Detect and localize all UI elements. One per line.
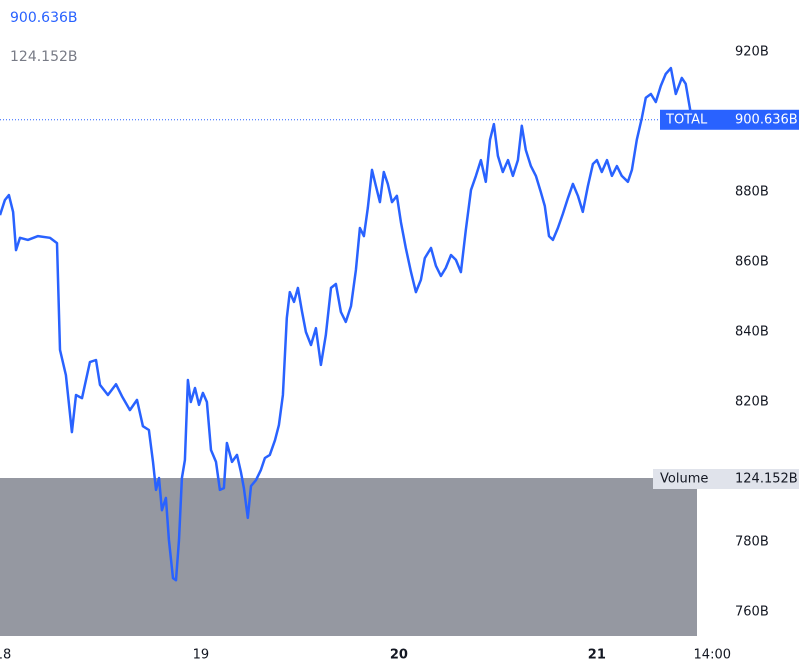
volume-legend-value: 124.152B: [10, 49, 78, 65]
y-tick-label: 920B: [735, 44, 769, 59]
y-tick-label: 880B: [735, 184, 769, 199]
y-tick-label: 780B: [735, 535, 769, 550]
plot: [0, 66, 697, 582]
x-tick-label: 14:00: [694, 648, 731, 661]
price-tag-name: TOTAL: [665, 112, 708, 127]
y-tick-label: 820B: [735, 395, 769, 410]
volume-tag: [653, 469, 799, 489]
volume-pane: [0, 478, 697, 636]
y-tick-label: 860B: [735, 254, 769, 269]
x-tick-label: 18: [0, 648, 11, 661]
volume-tag-name: Volume: [660, 472, 708, 487]
axes: 760B 780B 820B 840B 860B 880B 920B 18 19 20 21 14:0…: [0, 44, 799, 661]
price-tag: [660, 109, 799, 130]
volume-tag-value: 124.152B: [735, 472, 798, 487]
y-tick-label: 760B: [735, 605, 769, 620]
x-tick-label: 19: [193, 648, 210, 661]
y-tick-label: 840B: [735, 325, 769, 340]
x-tick-label: 20: [390, 648, 408, 661]
x-tick-label: 21: [588, 648, 606, 661]
price-line: [0, 66, 694, 582]
price-axis: [697, 0, 799, 636]
legend-value: 900.636B: [10, 10, 78, 26]
price-tag-value: 900.636B: [735, 112, 798, 127]
